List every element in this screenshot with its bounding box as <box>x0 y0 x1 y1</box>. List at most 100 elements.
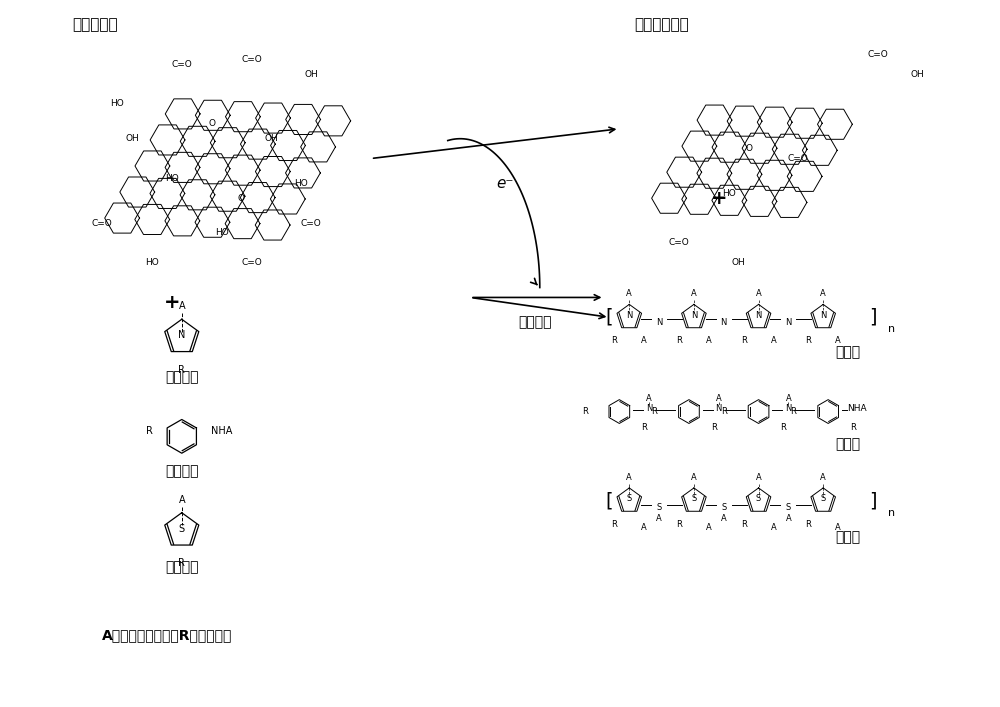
Text: 氧化石墨烯: 氧化石墨烯 <box>72 17 118 32</box>
Text: A: A <box>626 289 632 298</box>
Text: C=O: C=O <box>669 238 689 247</box>
Text: +: + <box>164 293 180 312</box>
Text: S: S <box>786 503 791 513</box>
Text: n: n <box>888 508 895 518</box>
Text: R: R <box>178 365 185 375</box>
Text: NHA: NHA <box>211 426 232 436</box>
Text: A: A <box>786 514 791 523</box>
Text: 噻吩单体: 噻吩单体 <box>165 561 199 574</box>
Text: A: A <box>786 394 791 403</box>
Text: R: R <box>805 336 811 345</box>
Text: N: N <box>626 311 632 320</box>
Text: 氧化聚合: 氧化聚合 <box>518 315 552 329</box>
Text: N: N <box>785 404 792 413</box>
Text: ]: ] <box>869 308 877 327</box>
Text: R: R <box>146 426 153 436</box>
Text: O: O <box>208 119 215 128</box>
Text: C=O: C=O <box>241 55 262 64</box>
Text: e⁻: e⁻ <box>496 176 514 191</box>
Text: A: A <box>646 394 652 403</box>
Text: N: N <box>785 317 792 327</box>
Text: HO: HO <box>215 228 228 238</box>
Text: R: R <box>790 407 796 416</box>
Text: A: A <box>641 522 647 532</box>
Text: A: A <box>178 301 185 311</box>
Text: R: R <box>611 520 617 529</box>
Text: S: S <box>691 494 697 503</box>
Text: R: R <box>721 407 727 416</box>
Text: HO: HO <box>110 100 124 108</box>
Text: N: N <box>716 404 722 413</box>
Text: O: O <box>745 144 752 153</box>
Text: A为杂原子取代基，R为环取代基: A为杂原子取代基，R为环取代基 <box>102 628 233 642</box>
Text: A: A <box>716 394 722 403</box>
Text: HO: HO <box>294 179 308 188</box>
Text: N: N <box>755 311 762 320</box>
Text: R: R <box>582 407 588 416</box>
Text: N: N <box>178 330 185 340</box>
Text: OH: OH <box>125 134 139 144</box>
Text: HO: HO <box>165 174 179 183</box>
Text: R: R <box>780 423 786 433</box>
Text: A: A <box>706 522 712 532</box>
Text: N: N <box>691 311 697 320</box>
Text: R: R <box>676 520 682 529</box>
Text: A: A <box>691 473 697 482</box>
Text: 聚苯胺: 聚苯胺 <box>835 438 861 451</box>
Text: N: N <box>820 311 826 320</box>
Text: OH: OH <box>732 258 746 267</box>
Text: +: + <box>711 189 727 208</box>
Text: A: A <box>771 522 776 532</box>
Text: OH: OH <box>264 134 278 144</box>
Text: 吡咯单体: 吡咯单体 <box>165 370 199 384</box>
Text: n: n <box>888 325 895 334</box>
Text: A: A <box>706 336 712 345</box>
Text: C=O: C=O <box>788 154 809 163</box>
Text: C=O: C=O <box>241 258 262 267</box>
Text: R: R <box>805 520 811 529</box>
Text: HO: HO <box>145 258 159 267</box>
Text: S: S <box>627 494 632 503</box>
Text: R: R <box>741 520 747 529</box>
Text: A: A <box>178 495 185 505</box>
Text: 聚噻吩: 聚噻吩 <box>835 530 861 544</box>
Text: C=O: C=O <box>92 218 113 228</box>
Text: 聚吡咯: 聚吡咯 <box>835 345 861 359</box>
Text: A: A <box>656 514 662 523</box>
Text: R: R <box>741 336 747 345</box>
Text: NHA: NHA <box>847 404 867 413</box>
Text: R: R <box>651 407 657 416</box>
Text: [: [ <box>606 308 613 327</box>
Text: A: A <box>820 473 826 482</box>
Text: OH: OH <box>304 70 318 78</box>
Text: R: R <box>850 423 856 433</box>
Text: R: R <box>641 423 647 433</box>
Text: S: S <box>721 503 726 513</box>
Text: S: S <box>756 494 761 503</box>
Text: A: A <box>771 336 776 345</box>
Text: A: A <box>691 289 697 298</box>
Text: A: A <box>835 336 841 345</box>
Text: A: A <box>820 289 826 298</box>
Text: ]: ] <box>869 491 877 510</box>
Text: A: A <box>641 336 647 345</box>
Text: S: S <box>656 503 662 513</box>
Text: R: R <box>711 423 717 433</box>
Text: OH: OH <box>911 70 925 78</box>
Text: S: S <box>821 494 826 503</box>
Text: C=O: C=O <box>868 50 888 59</box>
Text: C=O: C=O <box>301 218 321 228</box>
Text: [: [ <box>606 491 613 510</box>
Text: A: A <box>756 473 761 482</box>
Text: N: N <box>646 404 652 413</box>
Text: C=O: C=O <box>171 60 192 69</box>
Text: A: A <box>721 514 727 523</box>
Text: A: A <box>626 473 632 482</box>
Text: R: R <box>611 336 617 345</box>
Text: O: O <box>238 194 245 203</box>
Text: HO: HO <box>722 189 736 198</box>
Text: 苯胺单体: 苯胺单体 <box>165 464 199 478</box>
Text: A: A <box>835 522 841 532</box>
Text: A: A <box>756 289 761 298</box>
Text: S: S <box>179 524 185 534</box>
